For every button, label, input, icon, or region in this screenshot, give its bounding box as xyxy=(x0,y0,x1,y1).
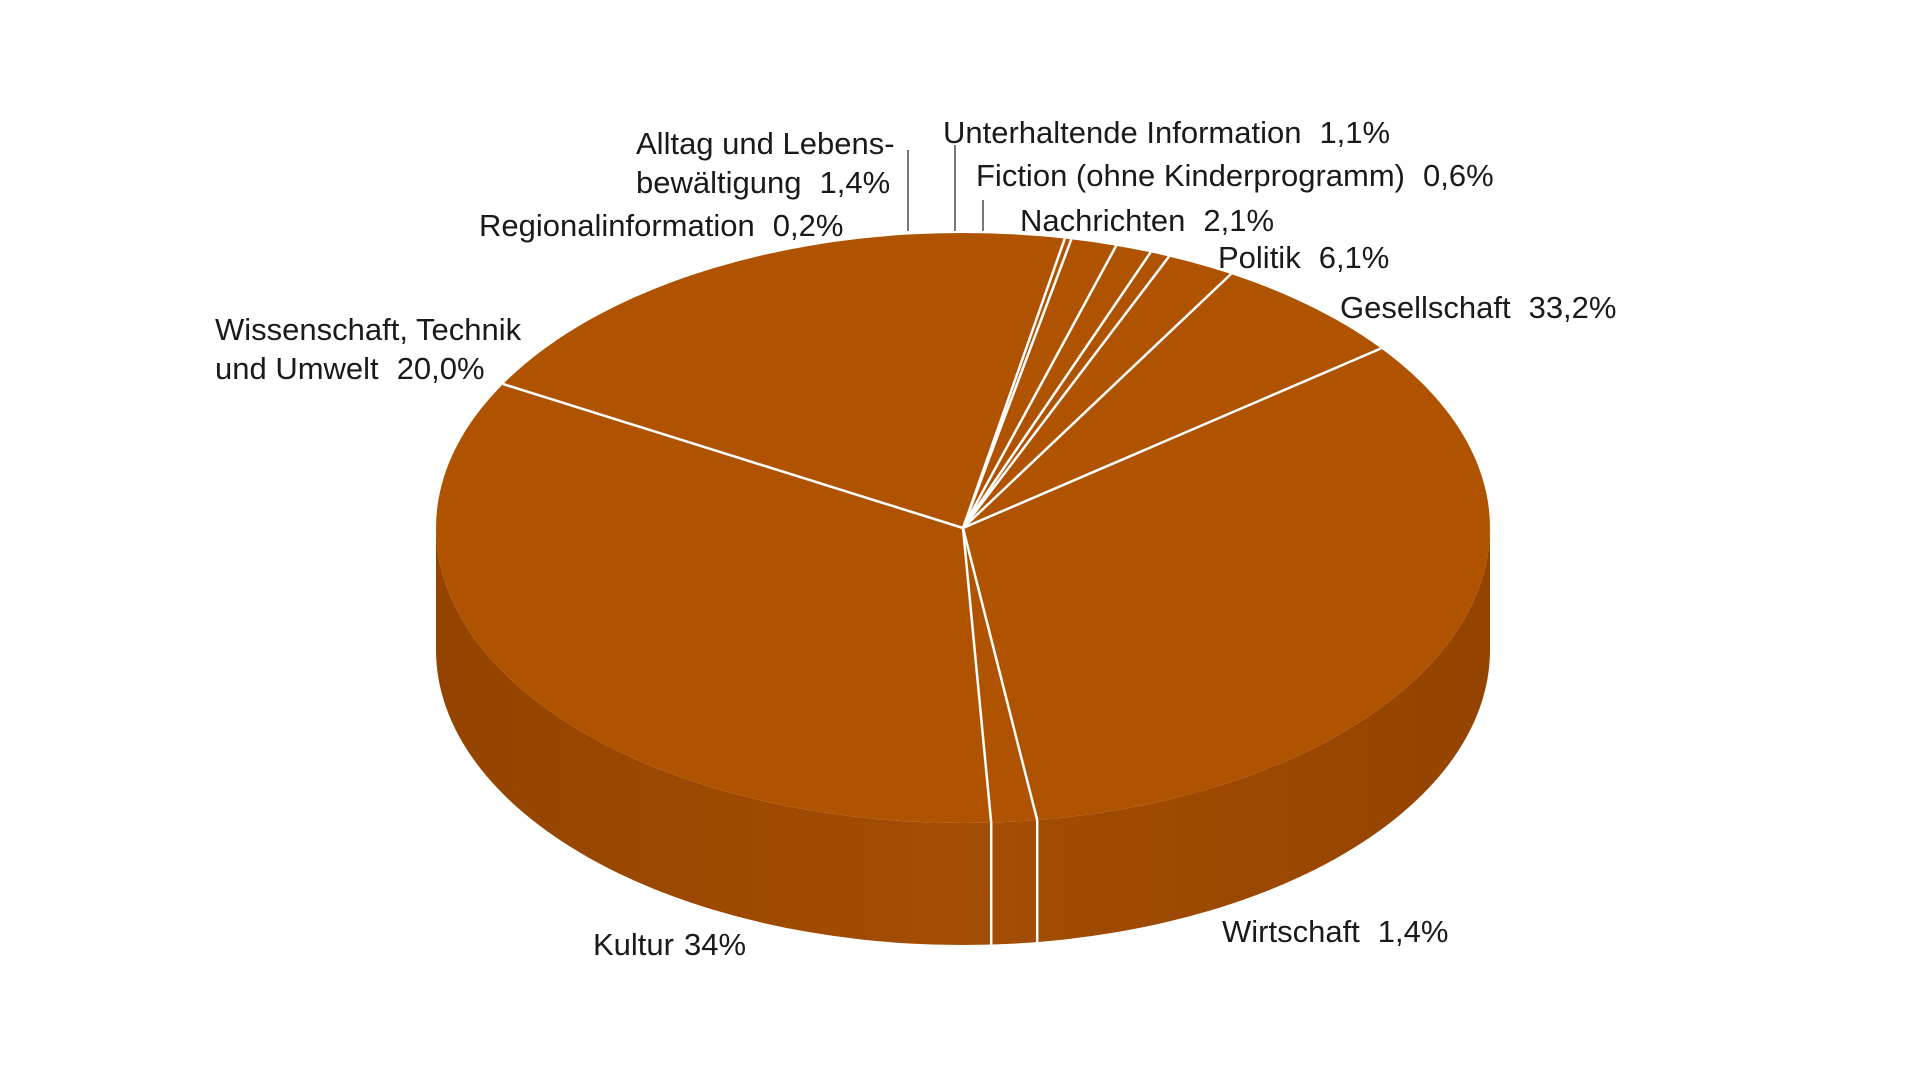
slice-label-wissenschaft: Wissenschaft, Technik xyxy=(215,312,522,347)
slice-label-unterhaltende: Unterhaltende Information 1,1% xyxy=(943,115,1390,150)
slice-label-nachrichten: Nachrichten 2,1% xyxy=(1020,203,1274,238)
slice-label-wissenschaft-line2: und Umwelt 20,0% xyxy=(215,351,485,386)
slice-separator-1 xyxy=(961,527,1039,821)
slice-label-fiction: Fiction (ohne Kinderprogramm) 0,6% xyxy=(976,158,1494,193)
slice-separator-0 xyxy=(962,347,1382,530)
leader-lines xyxy=(907,145,984,231)
slice-separator-3 xyxy=(502,382,964,530)
slice-label-alltag: Alltag und Lebens- xyxy=(636,126,895,161)
slice-labels: Unterhaltende Information 1,1% Alltag und… xyxy=(215,115,1616,962)
slice-separator-6 xyxy=(961,245,1118,529)
slice-label-kultur: Kultur 34% xyxy=(593,927,746,962)
slice-separator-5 xyxy=(961,238,1073,529)
slice-separators xyxy=(502,238,1382,945)
slice-label-alltag-line2: bewältigung 1,4% xyxy=(636,165,890,200)
slice-separator-2 xyxy=(961,527,993,823)
slice-label-wirtschaft: Wirtschaft 1,4% xyxy=(1222,914,1448,949)
slice-label-gesellschaft: Gesellschaft 33,2% xyxy=(1340,290,1616,325)
slice-label-regionalinformation: Regionalinformation 0,2% xyxy=(479,208,843,243)
pie-side xyxy=(436,528,1490,945)
slice-label-politik: Politik 6,1% xyxy=(1218,240,1389,275)
slice-separator-8 xyxy=(962,255,1170,529)
slice-separator-9 xyxy=(962,273,1232,529)
slice-separator-7 xyxy=(961,251,1152,529)
